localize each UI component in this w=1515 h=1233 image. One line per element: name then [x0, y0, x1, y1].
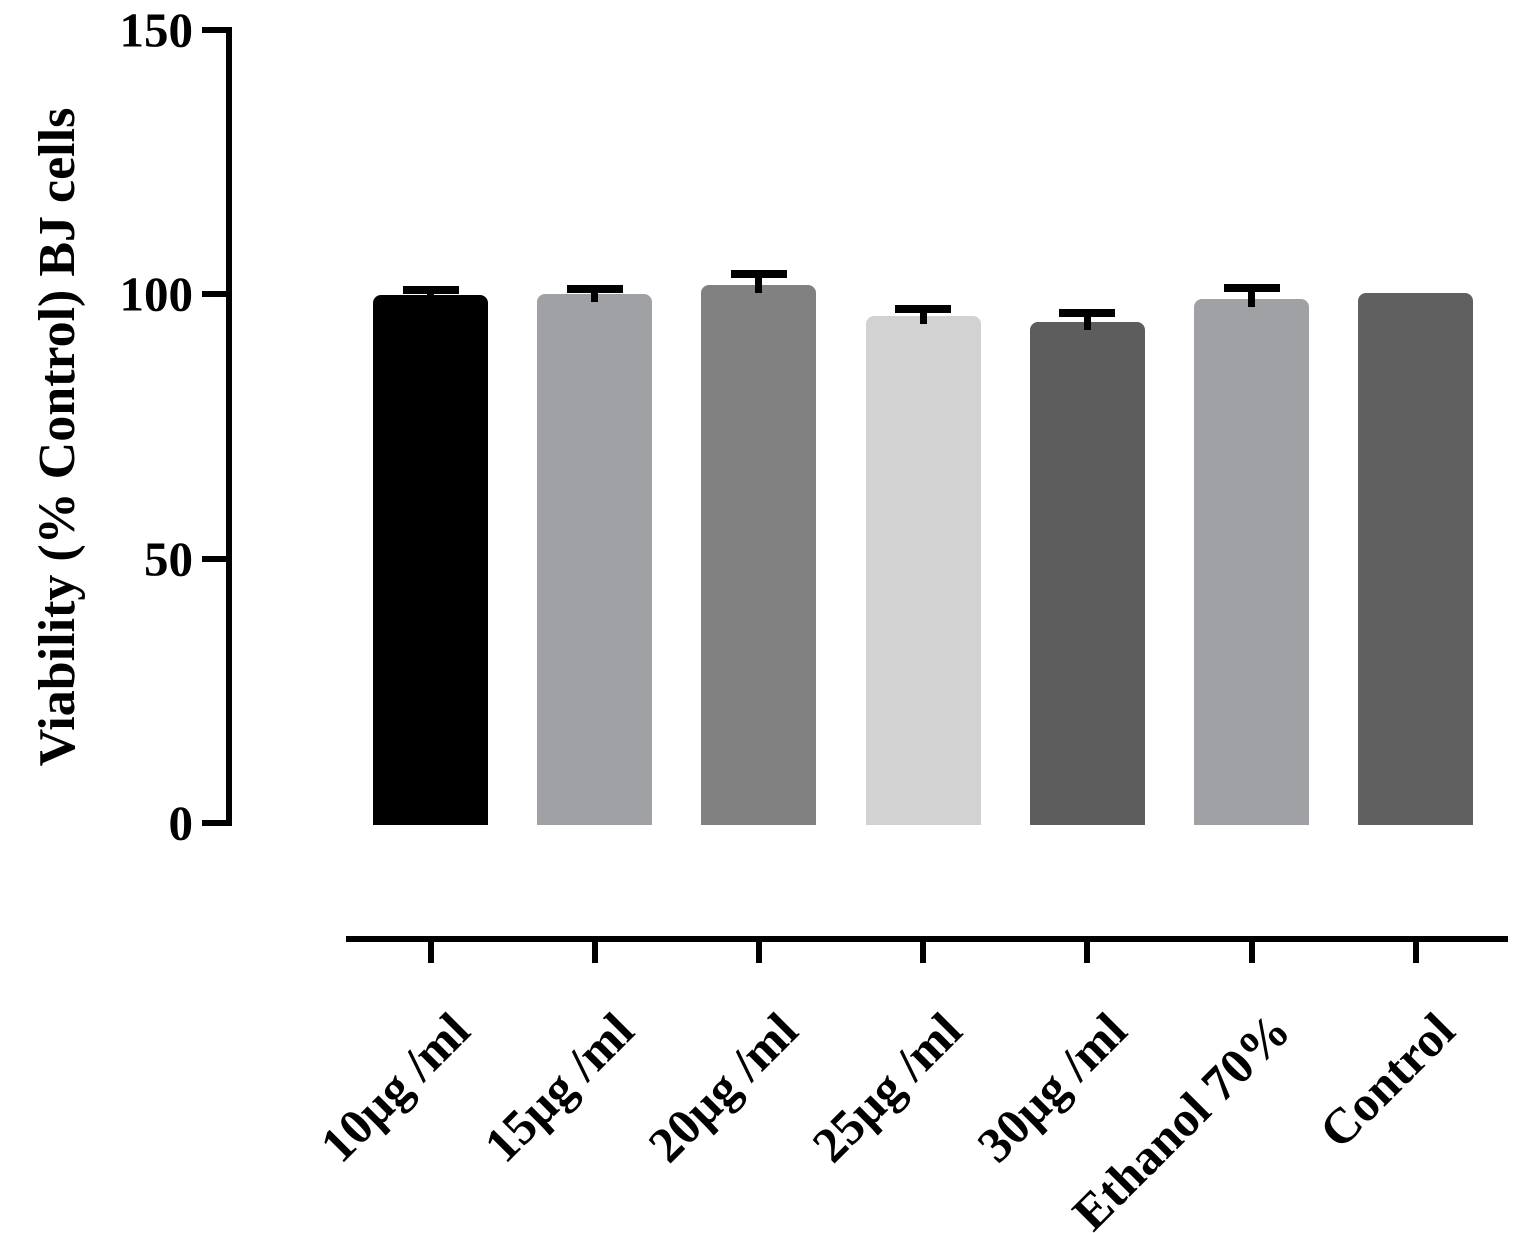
error-bar-stem: [1248, 288, 1255, 307]
y-tick-label: 100: [119, 266, 194, 322]
error-bar-cap: [402, 286, 459, 295]
error-bar-stem: [591, 289, 599, 302]
x-category-label: 25µg /ml: [801, 1001, 973, 1173]
y-tick-label: 150: [119, 2, 194, 57]
bar: [1194, 298, 1309, 825]
y-tick: [202, 820, 228, 826]
x-tick: [1084, 942, 1091, 963]
x-category-label: 20µg /ml: [637, 1001, 809, 1173]
bar: [537, 293, 653, 825]
x-tick: [755, 942, 762, 963]
y-tick: [202, 26, 228, 33]
bar: [865, 316, 981, 825]
x-tick: [1248, 942, 1255, 963]
error-bar-cap: [1059, 309, 1116, 318]
bar: [1029, 322, 1145, 825]
y-axis-line: [226, 27, 232, 826]
y-tick: [202, 291, 228, 297]
x-tick: [920, 942, 927, 963]
y-axis-title: Viability (% Control) BJ cells: [29, 107, 86, 767]
x-tick: [427, 942, 434, 963]
error-bar-cap: [895, 305, 952, 314]
x-category-label: 30µg /ml: [965, 1001, 1137, 1173]
error-bar-stem: [919, 309, 927, 325]
y-tick: [202, 555, 228, 562]
bar: [701, 285, 817, 825]
error-bar-cap: [730, 269, 787, 278]
x-category-label: 15µg /ml: [473, 1001, 645, 1173]
error-bar-cap: [566, 285, 623, 294]
bar: [373, 295, 488, 825]
y-tick-label: 0: [168, 795, 194, 851]
x-axis-line: [346, 936, 1508, 942]
x-category-label: Control: [1308, 1001, 1466, 1159]
x-tick: [591, 942, 598, 963]
x-tick: [1412, 942, 1419, 963]
error-bar-cap: [1223, 284, 1280, 293]
error-bar-stem: [755, 273, 763, 294]
error-bar-stem: [1083, 313, 1091, 331]
error-bar-stem: [427, 290, 434, 303]
y-tick-label: 50: [144, 531, 193, 586]
x-category-label: 10µg /ml: [309, 1001, 480, 1173]
bar: [1358, 292, 1474, 825]
